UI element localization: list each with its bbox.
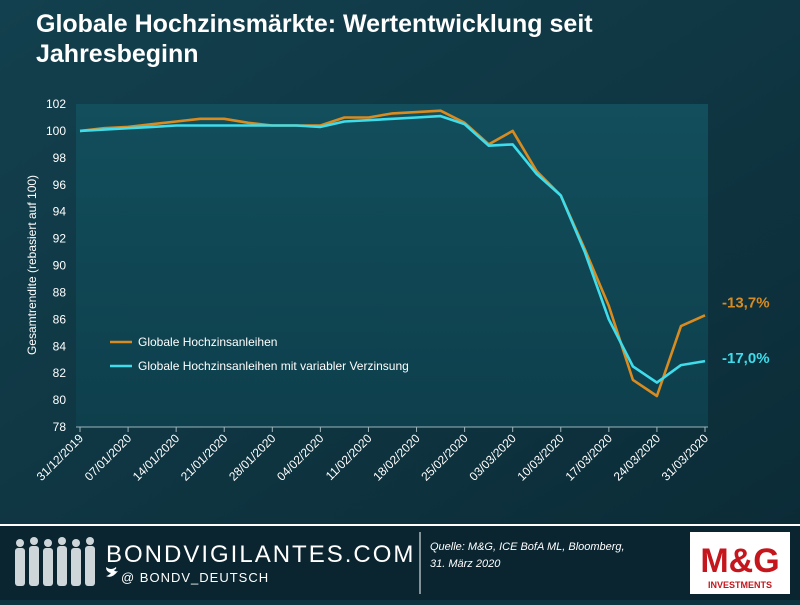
legend-label: Globale Hochzinsanleihen — [138, 335, 277, 349]
twitter-icon — [106, 567, 118, 577]
chart-title: Globale Hochzinsmärkte: Wertentwicklung … — [36, 10, 593, 68]
end-label: -17,0% — [722, 350, 770, 367]
series-line — [79, 114, 706, 384]
y-tick-label: 100 — [46, 124, 66, 138]
site: BONDVIGILANTES.COM — [106, 541, 415, 568]
y-tick-label: 86 — [53, 312, 67, 326]
handle: @ BONDV_DEUTSCH — [121, 570, 269, 585]
end-label: -13,7% — [722, 294, 770, 311]
y-axis-label: Gesamtrendite (rebasiert auf 100) — [25, 175, 39, 355]
source: Quelle: M&G, ICE BofA ML, Bloomberg, — [430, 541, 625, 553]
legend-label: Globale Hochzinsanleihen mit variabler V… — [138, 359, 409, 373]
logo-sub: INVESTMENTS — [708, 580, 772, 590]
y-tick-label: 78 — [53, 420, 67, 434]
y-tick-label: 94 — [53, 205, 67, 219]
y-tick-label: 102 — [46, 97, 66, 111]
series-line — [79, 109, 706, 398]
y-tick-label: 98 — [53, 151, 67, 165]
y-tick-label: 88 — [53, 285, 67, 299]
y-tick-label: 90 — [53, 259, 67, 273]
y-tick-label: 82 — [53, 366, 67, 380]
source-date: 31. März 2020 — [430, 558, 501, 570]
y-tick-label: 96 — [53, 178, 67, 192]
logo: M&G — [700, 542, 779, 580]
y-tick-label: 92 — [53, 232, 67, 246]
y-tick-label: 80 — [53, 393, 67, 407]
plot-area — [76, 104, 708, 427]
logo-box — [690, 532, 790, 594]
footer — [0, 525, 800, 600]
people-icon — [15, 537, 95, 586]
y-tick-label: 84 — [53, 339, 67, 353]
